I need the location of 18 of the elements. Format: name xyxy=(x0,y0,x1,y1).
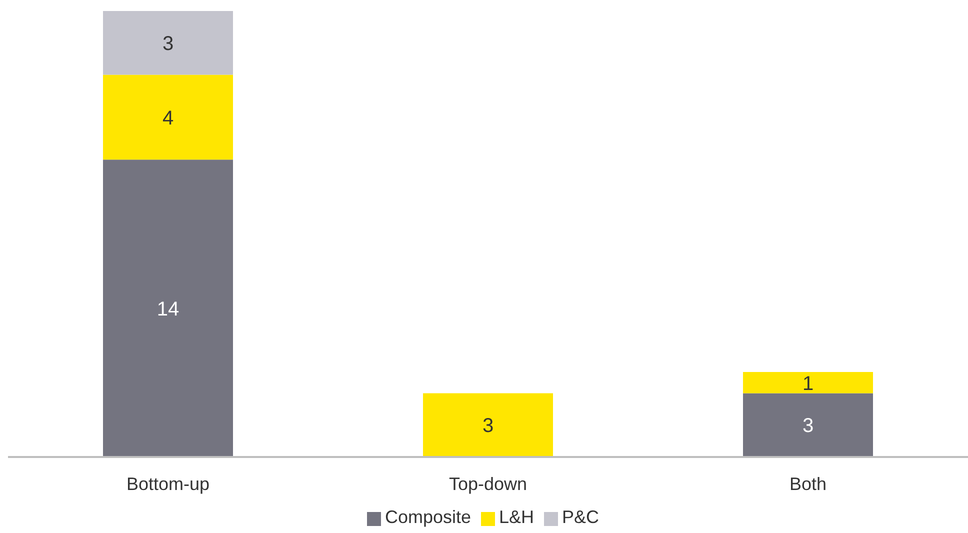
data-label: 3 xyxy=(482,415,494,438)
data-label: 1 xyxy=(802,372,814,395)
data-label: 14 xyxy=(156,298,180,320)
x-tick-label: Top-down xyxy=(448,474,528,494)
bar xyxy=(743,393,873,457)
bar xyxy=(103,160,233,457)
bar xyxy=(103,11,233,75)
data-label: 4 xyxy=(162,107,174,130)
bar xyxy=(103,74,233,160)
bar xyxy=(743,372,873,394)
bar xyxy=(423,393,553,457)
x-tick-label: Bottom-up xyxy=(126,474,210,494)
x-tick-label: Both xyxy=(789,474,827,494)
legend-label: Composite xyxy=(384,507,471,527)
data-label: 3 xyxy=(802,415,814,438)
legend-label: P&C xyxy=(562,507,600,527)
legend-label: L&H xyxy=(499,507,534,527)
data-label: 3 xyxy=(162,32,174,55)
